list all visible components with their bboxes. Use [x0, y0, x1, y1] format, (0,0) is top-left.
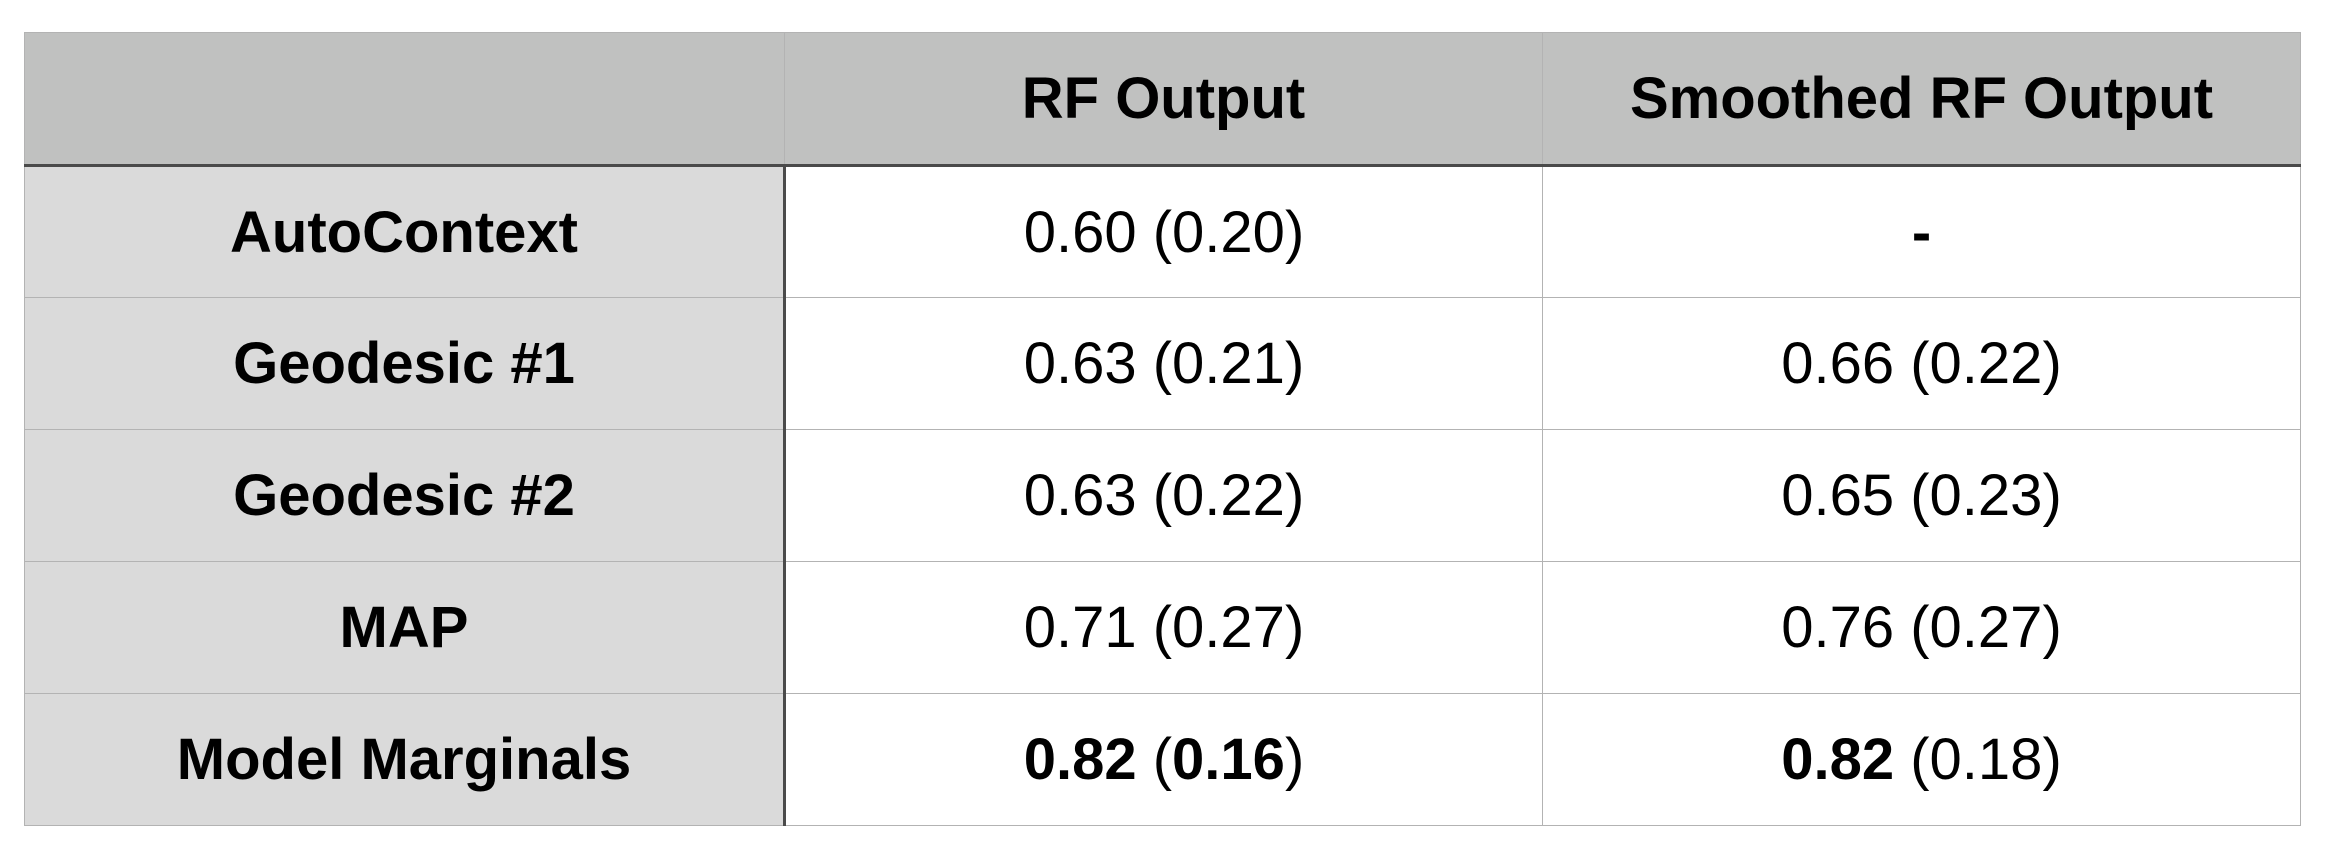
table-row: Geodesic #1 0.63 (0.21) 0.66 (0.22)	[24, 297, 2301, 430]
smoothed-rf-output-cell: 0.76 (0.27)	[1542, 561, 2301, 694]
corner-header-cell	[24, 32, 785, 167]
rf-output-mean-best: 0.82	[1023, 727, 1137, 792]
smoothed-rf-output-mean: 0.76	[1781, 595, 1895, 660]
table-row: Geodesic #2 0.63 (0.22) 0.65 (0.23)	[24, 429, 2301, 562]
row-header: AutoContext	[24, 165, 786, 298]
rf-output-mean: 0.71	[1023, 595, 1137, 660]
smoothed-rf-output-sd: 0.22	[1929, 331, 2043, 396]
smoothed-rf-output-cell: 0.66 (0.22)	[1542, 297, 2301, 430]
smoothed-rf-output-mean-best: 0.82	[1781, 727, 1895, 792]
table-row: AutoContext 0.60 (0.20) -	[24, 165, 2301, 298]
rf-output-sd: 0.21	[1172, 331, 1285, 396]
results-table-container: RF Output Smoothed RF Output AutoContext…	[24, 32, 2301, 826]
rf-output-mean: 0.63	[1023, 463, 1137, 528]
smoothed-rf-output-sd: 0.27	[1929, 595, 2043, 660]
header-row: RF Output Smoothed RF Output	[24, 32, 2301, 167]
table-row: Model Marginals 0.82 (0.16) 0.82 (0.18)	[24, 693, 2301, 826]
rf-output-cell: 0.63 (0.21)	[784, 297, 1543, 430]
smoothed-rf-output-empty: -	[1911, 199, 1932, 265]
column-header-smoothed-rf-output: Smoothed RF Output	[1542, 32, 2301, 167]
rf-output-sd: 0.22	[1172, 463, 1285, 528]
rf-output-sd: 0.20	[1172, 199, 1285, 265]
row-header: Geodesic #2	[24, 429, 786, 562]
table-row: MAP 0.71 (0.27) 0.76 (0.27)	[24, 561, 2301, 694]
rf-output-cell: 0.63 (0.22)	[784, 429, 1543, 562]
rf-output-cell: 0.71 (0.27)	[784, 561, 1543, 694]
smoothed-rf-output-mean: 0.66	[1781, 331, 1895, 396]
smoothed-rf-output-cell: -	[1542, 165, 2301, 298]
smoothed-rf-output-sd: 0.23	[1929, 463, 2043, 528]
smoothed-rf-output-cell: 0.82 (0.18)	[1542, 693, 2301, 826]
row-header: Geodesic #1	[24, 297, 786, 430]
smoothed-rf-output-cell: 0.65 (0.23)	[1542, 429, 2301, 562]
rf-output-cell: 0.82 (0.16)	[784, 693, 1543, 826]
rf-output-mean: 0.60	[1023, 199, 1137, 265]
smoothed-rf-output-mean: 0.65	[1781, 463, 1895, 528]
results-table: RF Output Smoothed RF Output AutoContext…	[24, 32, 2301, 826]
rf-output-sd-best: 0.16	[1172, 727, 1285, 792]
row-header: Model Marginals	[24, 693, 786, 826]
rf-output-mean: 0.63	[1023, 331, 1137, 396]
row-header: MAP	[24, 561, 786, 694]
column-header-rf-output: RF Output	[784, 32, 1543, 167]
smoothed-rf-output-sd: 0.18	[1929, 727, 2043, 792]
rf-output-sd: 0.27	[1172, 595, 1285, 660]
rf-output-cell: 0.60 (0.20)	[784, 165, 1543, 298]
